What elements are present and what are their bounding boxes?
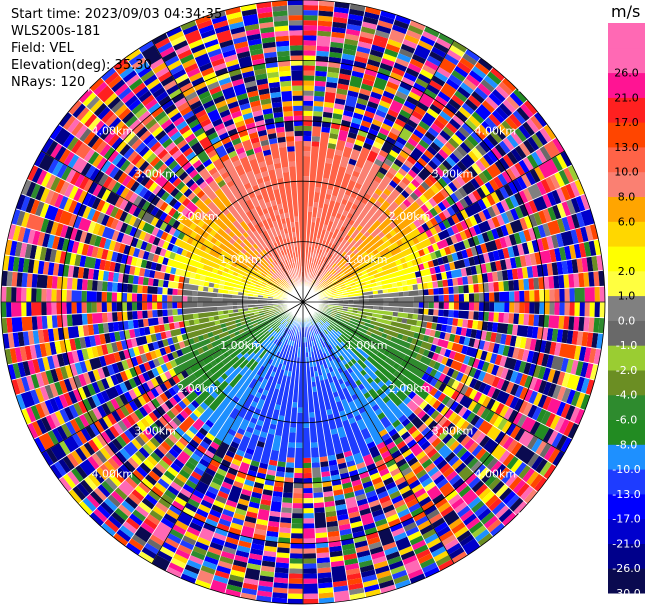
colorbar-tick-label: 10.0 — [614, 166, 639, 179]
azimuth-spoke — [302, 150, 565, 303]
colorbar-tick-label: -26.0 — [612, 562, 640, 575]
ring-label: 5.00km — [49, 82, 91, 95]
colorbar-segment — [608, 246, 645, 272]
ring-label: 3.00km — [432, 425, 474, 438]
colorbar-tick-label: 6.0 — [618, 215, 636, 228]
ring-label: 2.00km — [389, 210, 431, 223]
colorbar-tick-label: 1.0 — [618, 290, 636, 303]
colorbar-segment — [608, 370, 645, 396]
ring-label: 5.00km — [49, 510, 91, 523]
ring-label: 1.00km — [346, 339, 388, 352]
colorbar-tick-label: -21.0 — [612, 537, 640, 550]
ring-label: 1.00km — [220, 339, 262, 352]
ring-label: 4.00km — [475, 125, 517, 138]
colorbar-tick-label: -2.0 — [616, 364, 637, 377]
colorbar-tick-label: -8.0 — [616, 438, 637, 451]
colorbar-tick-label: -30.0 — [612, 587, 640, 600]
colorbar-tick-label: 2.0 — [618, 265, 636, 278]
colorbar-tick-label: -10.0 — [612, 463, 640, 476]
azimuth-spoke — [151, 40, 304, 303]
colorbar-tick-label: -6.0 — [616, 414, 637, 427]
colorbar-tick-label: 8.0 — [618, 191, 636, 204]
colorbar-unit: m/s — [611, 2, 640, 21]
colorbar-segment — [608, 122, 645, 148]
azimuth-spoke — [41, 301, 304, 454]
ring-label: 5.00km — [517, 82, 559, 95]
colorbar-segment — [608, 469, 645, 495]
azimuth-spoke — [302, 301, 455, 564]
colorbar-segment — [608, 295, 645, 321]
azimuth-spoke — [41, 150, 304, 303]
ring-label: 3.00km — [134, 425, 176, 438]
colorbar-tick-label: 21.0 — [614, 91, 639, 104]
ring-label: 3.00km — [134, 167, 176, 180]
colorbar-tick-label: -17.0 — [612, 513, 640, 526]
colorbar-segment — [608, 196, 645, 222]
colorbar-segment — [608, 171, 645, 197]
colorbar-segment — [608, 518, 645, 544]
instrument-text: WLS200s-181 — [11, 24, 101, 39]
colorbar-segment — [608, 72, 645, 98]
ring-label: 2.00km — [177, 210, 219, 223]
colorbar-segment — [608, 320, 645, 346]
colorbar-segment — [608, 270, 645, 297]
field-text: Field: VEL — [11, 41, 74, 56]
colorbar-segment — [608, 23, 645, 49]
ring-label: 4.00km — [92, 468, 134, 481]
colorbar-tick-label: 26.0 — [614, 67, 639, 80]
colorbar: m/s -30.0 -26.0 -21.0 -17.0 -13.0 -10.0 -8.0 -6.… — [608, 2, 645, 600]
start-time-text: Start time: 2023/09/03 04:34:35 — [11, 7, 223, 22]
elevation-text: Elevation(deg): 35.30 — [11, 58, 152, 73]
ring-labels: 1.00km 1.00km 1.00km 1.00km 2.00km 2.00km 2.00… — [49, 82, 559, 524]
colorbar-tick-label: -13.0 — [612, 488, 640, 501]
ring-label: 1.00km — [220, 253, 262, 266]
colorbar-segment — [608, 394, 645, 420]
colorbar-segment — [608, 97, 645, 123]
colorbar-segment — [608, 419, 645, 445]
colorbar-segment — [608, 146, 645, 173]
colorbar-tick-label: -4.0 — [616, 389, 637, 402]
velocity-bin-group — [9, 0, 599, 586]
ring-label: 2.00km — [177, 382, 219, 395]
colorbar-segment — [608, 221, 645, 247]
colorbar-tick-label: 17.0 — [614, 116, 639, 129]
ring-label: 1.00km — [346, 253, 388, 266]
colorbar-segment — [608, 47, 645, 74]
colorbar-segment — [608, 543, 645, 569]
azimuth-spoke — [302, 301, 565, 454]
azimuth-spoke — [151, 301, 304, 564]
ring-label: 4.00km — [92, 125, 134, 138]
nrays-text: NRays: 120 — [11, 75, 86, 90]
colorbar-tick-label: 13.0 — [614, 141, 639, 154]
ring-label: 4.00km — [475, 468, 517, 481]
ring-label: 2.00km — [389, 382, 431, 395]
velocity-bin-group — [15, 11, 601, 584]
colorbar-segment — [608, 493, 645, 520]
ring-label: 5.00km — [517, 510, 559, 523]
colorbar-tick-label: 0.0 — [618, 314, 636, 327]
range-rings — [0, 0, 606, 605]
colorbar-segment — [608, 568, 645, 594]
colorbar-segment — [608, 444, 645, 470]
colorbar-tick-label: -1.0 — [616, 339, 637, 352]
colorbar-segment — [608, 345, 645, 371]
ring-label: 3.00km — [432, 167, 474, 180]
azimuth-spoke — [302, 40, 455, 303]
